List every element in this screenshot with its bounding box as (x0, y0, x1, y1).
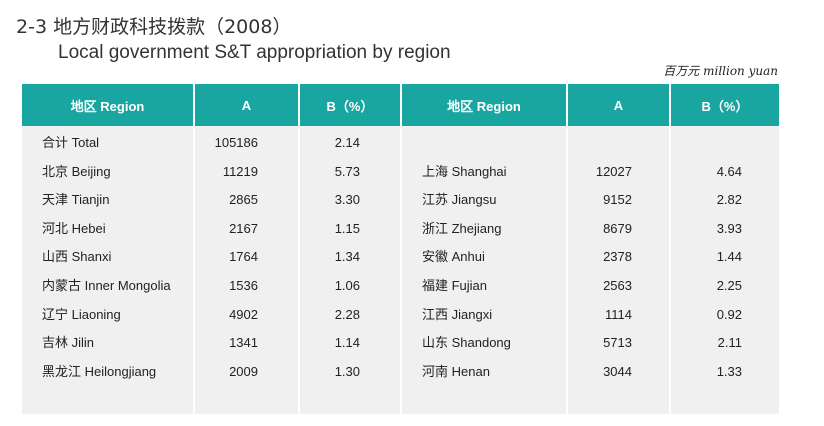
header-region-left: 地区 Region (22, 84, 193, 126)
table-cell-b: 3.30 (334, 192, 360, 208)
table-cell-b: 2.11 (717, 335, 742, 351)
table-cell-b: 1.34 (334, 249, 360, 265)
table-cell-b: 1.33 (716, 363, 742, 379)
table-cell-a: 2865 (229, 192, 258, 208)
header-b-right: B（%） (671, 84, 779, 126)
table-cell-a: 1114 (605, 306, 632, 322)
table-cell-a: 2378 (603, 249, 632, 265)
table-cell-a (512, 129, 632, 157)
header-a-left: A (195, 84, 298, 126)
table-cell-b: 1.15 (334, 220, 360, 236)
data-table: 地区 Region A B（%） 地区 Region A B（%） 合计 Tot… (22, 84, 779, 414)
table-cell-region: 天津 Tianjin (42, 192, 110, 208)
table-cell-a: 4902 (229, 306, 258, 322)
page-title-chinese: 2-3 地方财政科技拨款（2008） (16, 16, 292, 38)
table-cell-region: 黑龙江 Heilongjiang (42, 363, 157, 379)
table-cell-region: 福建 Fujian (422, 278, 488, 293)
table-cell-a: 12027 (595, 163, 632, 179)
table-cell-a: 1341 (229, 335, 258, 351)
table-cell-b: 5.73 (334, 163, 360, 179)
table-cell-a: 1764 (229, 249, 258, 265)
column-divider (298, 84, 300, 414)
table-cell-b: 1.06 (334, 278, 360, 293)
column-divider (193, 84, 195, 414)
table-cell-b: 1.14 (334, 335, 360, 351)
table-cell-a: 2167 (229, 220, 258, 236)
table-cell-region: 辽宁 Liaoning (42, 306, 121, 322)
table-cell-a: 2563 (603, 278, 632, 293)
table-cell-region: 山西 Shanxi (42, 249, 112, 265)
column-divider (669, 84, 671, 414)
table-cell-region: 北京 Beijing (42, 163, 111, 179)
table-cell-a: 105186 (214, 135, 258, 150)
column-divider (400, 84, 402, 414)
page-title-english: Local government S&T appropriation by re… (58, 42, 451, 63)
table-cell-b: 4.64 (716, 163, 742, 179)
table-cell-a: 8679 (603, 220, 632, 236)
table-cell-region: 安徽 Anhui (422, 249, 485, 265)
table-cell-region: 江苏 Jiangsu (422, 192, 497, 208)
table-cell-b: 0.92 (716, 306, 742, 322)
table-cell-b: 3.93 (716, 220, 742, 236)
header-b-left: B（%） (300, 84, 400, 126)
table-cell-region: 浙江 Zhejiang (422, 220, 502, 236)
table-cell-b: 2.28 (334, 306, 360, 322)
table-cell-a: 3044 (603, 363, 632, 379)
table-cell-region: 山东 Shandong (422, 335, 511, 351)
unit-label: 百万元 million yuan (663, 64, 778, 78)
table-cell-region: 江西 Jiangxi (422, 306, 493, 322)
column-divider (566, 84, 568, 414)
table-cell-region: 内蒙古 Inner Mongolia (42, 278, 171, 293)
table-cell-a: 2009 (229, 363, 258, 379)
table-cell-region: 河南 Henan (422, 363, 490, 379)
table-cell-b: 2.25 (716, 278, 742, 293)
header-region-right: 地区 Region (402, 84, 566, 126)
table-cell-b: 2.82 (716, 192, 742, 208)
table-cell-b (622, 129, 742, 157)
table-cell-b: 1.30 (334, 363, 360, 379)
table-cell-region: 河北 Hebei (42, 220, 106, 236)
table-cell-a: 5713 (603, 335, 632, 351)
table-cell-region: 上海 Shanghai (422, 163, 507, 179)
table-cell-region: 合计 Total (42, 135, 100, 150)
table-cell-region: 吉林 Jilin (42, 335, 95, 351)
table-cell-b: 2.14 (334, 135, 360, 150)
table-cell-a: 11219 (222, 163, 258, 179)
table-cell-a: 9152 (603, 192, 632, 208)
table-cell-a: 1536 (229, 278, 258, 293)
table-cell-b: 1.44 (716, 249, 742, 265)
header-a-right: A (568, 84, 669, 126)
